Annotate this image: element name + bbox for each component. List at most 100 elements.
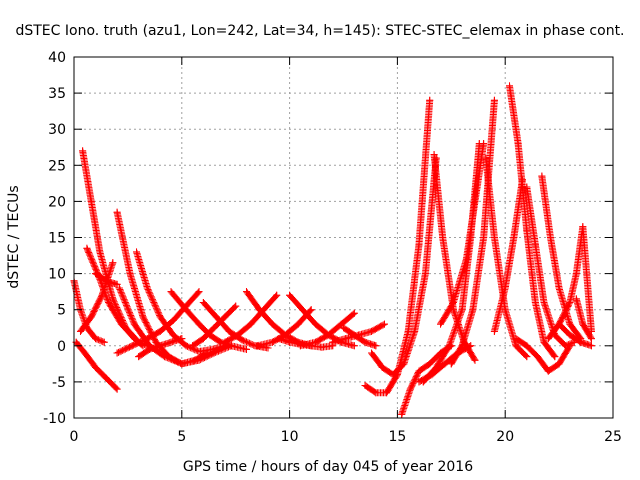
data-point [350,309,358,317]
grid [74,57,613,418]
data-point [130,335,138,343]
y-tick-label: 0 [57,339,66,355]
y-tick-label: 5 [57,303,66,319]
x-tick-label: 25 [604,429,622,445]
data-point [439,234,447,241]
data-point [566,298,574,306]
data-point [227,342,235,350]
data-point [337,320,345,328]
data-point [199,298,207,306]
data-point [87,197,95,205]
data-point [523,183,531,191]
x-tick-label: 10 [281,429,299,445]
data-point [342,335,350,343]
data-point [195,288,203,296]
data-point [501,284,509,292]
data-point [81,349,89,357]
data-point [169,317,177,325]
data-point [156,313,164,321]
series-4 [83,244,147,350]
series-13 [189,302,240,350]
data-point [462,255,470,263]
data-point [83,244,91,252]
data-point [506,82,514,90]
data-point [87,313,95,321]
data-point [238,336,246,344]
data-point [98,291,106,299]
data-point [514,140,522,148]
x-tick-label: 20 [496,429,514,445]
data-point [404,327,412,335]
data-point [255,306,263,314]
data-point [512,342,520,350]
data-point [113,385,121,393]
data-point [76,327,84,335]
data-point [169,331,177,339]
series-7 [92,270,121,288]
data-point [432,363,440,371]
data-point [195,356,203,364]
x-tick-label: 5 [177,429,186,445]
data-point [324,331,332,339]
data-point [102,374,110,382]
data-point [380,320,388,328]
data-point [178,335,186,343]
data-point [546,234,554,241]
data-point [92,335,100,343]
y-tick-label: -10 [43,411,66,427]
data-point [490,327,498,335]
data-point [318,343,326,351]
data-marks [70,82,595,418]
data-point [579,320,587,328]
data-point [130,320,138,328]
data-point [210,349,218,357]
axis-ticks: 0 5 10 15 20 25 -10 -5 0 5 10 15 20 25 30 35 40 [43,50,622,445]
data-point [350,342,358,350]
data-point [156,342,164,350]
data-point [128,342,136,350]
data-point [311,320,319,328]
data-point [490,234,498,241]
data-point [361,338,369,346]
y-tick-label: 40 [48,50,66,66]
data-point [421,270,429,278]
series-35 [538,172,585,343]
series-22 [340,324,380,350]
data-point [104,298,112,306]
data-point [437,320,445,328]
data-point [178,360,186,368]
series-38 [555,320,595,350]
data-point [286,291,294,299]
data-point [577,338,585,346]
data-point [566,342,574,350]
data-point [587,335,595,343]
data-point [135,353,143,361]
data-point [133,248,141,256]
data-point [372,389,380,397]
data-point [383,389,391,397]
data-point [490,96,498,104]
series-3 [72,338,121,393]
data-point [307,306,315,314]
data-point [471,197,479,205]
data-point [534,353,542,361]
data-point [400,360,408,368]
data-point [555,360,563,368]
series-10 [113,288,203,357]
data-point [96,248,104,256]
y-tick-label: -5 [52,375,66,391]
series-31 [482,154,531,361]
data-point [540,298,548,306]
data-point [234,331,242,339]
data-point [544,335,552,343]
data-point [518,176,526,184]
data-point [139,313,147,321]
data-point [523,342,531,350]
data-point [126,270,134,278]
data-point [510,234,518,241]
data-point [311,338,319,346]
x-axis-label: GPS time / hours of day 045 of year 2016 [183,459,473,475]
data-point [195,348,203,356]
data-point [538,172,546,180]
series-34 [523,183,578,350]
